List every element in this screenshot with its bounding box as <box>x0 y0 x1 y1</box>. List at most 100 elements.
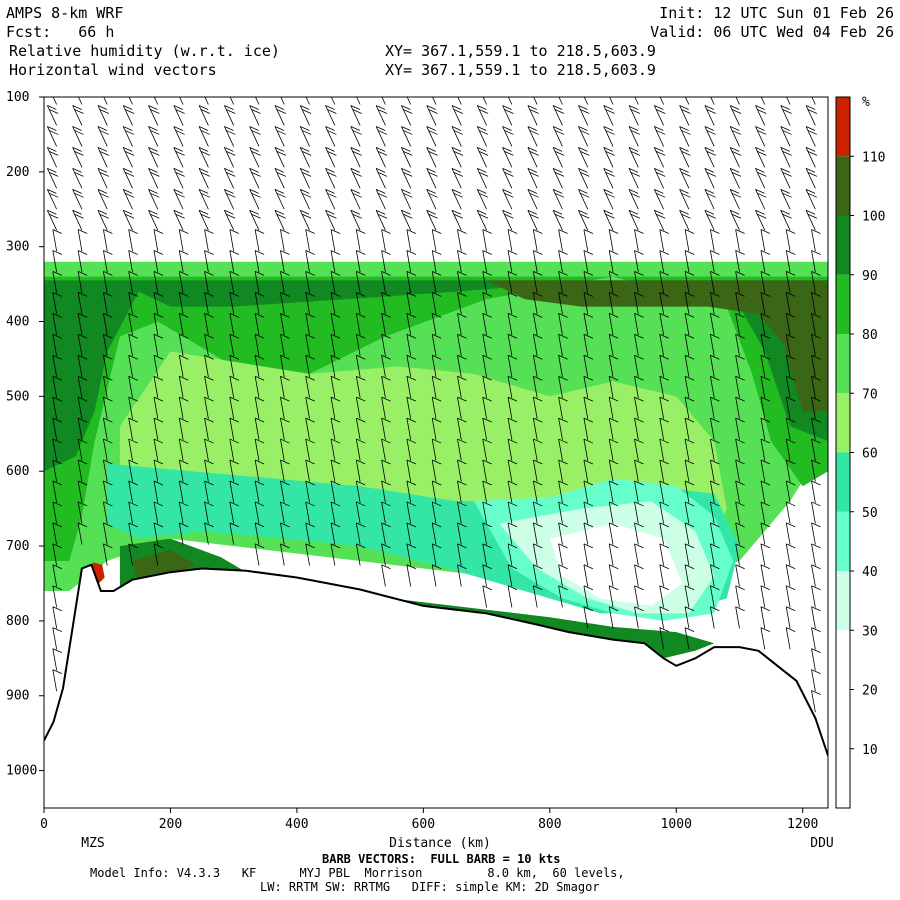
wind-barb <box>735 543 745 566</box>
wind-barb <box>52 648 62 671</box>
wind-barb <box>634 333 644 357</box>
wind-barb <box>52 438 62 461</box>
wind-barb <box>507 585 518 608</box>
wind-barb <box>249 209 261 231</box>
wind-barb <box>77 438 88 461</box>
wind-barb <box>780 209 792 231</box>
wind-barb <box>558 375 568 398</box>
wind-barb <box>532 480 543 503</box>
y-tick-label: 300 <box>6 240 29 255</box>
field-label-wind: Horizontal wind vectors <box>9 61 217 79</box>
wind-barb <box>653 188 666 210</box>
wind-barb <box>153 459 164 482</box>
wind-barb <box>128 97 133 105</box>
wind-barb <box>785 333 796 357</box>
wind-barb <box>785 396 796 419</box>
wind-barb <box>103 480 113 503</box>
wind-barb <box>729 188 742 210</box>
wind-barb <box>760 271 771 294</box>
colorbar-label: 110 <box>862 150 885 165</box>
model-info-2: LW: RRTM SW: RRTMG DIFF: simple KM: 2D S… <box>260 880 600 894</box>
wind-barb <box>103 312 113 336</box>
wind-barb <box>52 459 62 482</box>
wind-barb <box>406 459 417 482</box>
wind-barb <box>679 168 691 189</box>
wind-barb <box>330 480 341 503</box>
wind-barb <box>249 105 261 126</box>
wind-barb <box>653 147 666 168</box>
wind-barb <box>532 354 543 377</box>
wind-barb <box>608 396 619 419</box>
wind-barb <box>760 480 771 503</box>
wind-barb <box>608 585 619 608</box>
wind-barb <box>128 375 138 398</box>
wind-barb <box>583 354 594 377</box>
wind-barb <box>401 105 413 126</box>
wind-barb <box>325 209 337 231</box>
colorbar-label: 50 <box>862 506 878 521</box>
wind-barb <box>128 438 138 461</box>
wind-barb <box>659 354 669 377</box>
wind-barb <box>583 97 589 105</box>
wind-barb <box>325 168 337 189</box>
colorbar-swatch <box>836 452 850 512</box>
wind-barb <box>375 105 388 126</box>
wind-barb <box>735 438 745 461</box>
wind-barb <box>406 354 417 377</box>
wind-barb <box>224 105 236 126</box>
wind-barb <box>684 271 695 294</box>
wind-barb <box>704 188 716 210</box>
wind-barb <box>204 229 214 252</box>
wind-barb <box>72 126 84 147</box>
wind-barb <box>52 354 62 377</box>
wind-barb <box>476 168 489 189</box>
wind-barb <box>330 396 341 419</box>
wind-barb <box>659 229 669 252</box>
wind-barb <box>558 543 568 566</box>
wind-barb <box>811 564 821 587</box>
colorbar-swatch <box>836 571 850 631</box>
wind-barb <box>634 417 644 440</box>
wind-barb <box>811 480 821 503</box>
wind-barb <box>482 564 492 587</box>
y-tick-label: 200 <box>6 165 29 180</box>
wind-barb <box>482 522 492 545</box>
wind-barb <box>628 105 641 126</box>
wind-barb <box>128 480 138 503</box>
wind-barb <box>558 312 568 336</box>
wind-barb <box>780 168 792 189</box>
wind-barb <box>381 333 391 357</box>
wind-barb <box>355 271 366 294</box>
wind-barb <box>204 522 214 545</box>
wind-barb <box>204 97 209 105</box>
wind-barb <box>198 126 211 147</box>
wind-barb <box>254 312 265 336</box>
wind-barb <box>426 147 438 168</box>
wind-barb <box>608 292 619 315</box>
wind-barb <box>558 522 568 545</box>
wind-barb <box>224 126 236 147</box>
wind-barb <box>507 354 518 377</box>
wind-barb <box>255 97 260 105</box>
wind-barb <box>709 292 720 315</box>
wind-barb <box>375 147 388 168</box>
wind-barb <box>431 417 442 440</box>
wind-barb <box>77 417 88 440</box>
wind-barb <box>603 105 615 126</box>
wind-barb <box>659 459 669 482</box>
wind-barb <box>735 312 745 336</box>
wind-barb <box>532 501 543 524</box>
wind-barb <box>198 168 211 189</box>
wind-barb <box>628 209 641 231</box>
terrain <box>44 563 828 808</box>
wind-barb <box>735 97 740 105</box>
wind-barb <box>659 438 669 461</box>
wind-barb <box>254 229 265 252</box>
wind-barb <box>381 312 391 336</box>
wind-barb <box>305 396 315 419</box>
wind-barb <box>634 459 644 482</box>
wind-barb <box>608 543 619 566</box>
wind-barb <box>780 126 792 147</box>
wind-barb <box>103 522 113 545</box>
wind-barb <box>558 396 568 419</box>
